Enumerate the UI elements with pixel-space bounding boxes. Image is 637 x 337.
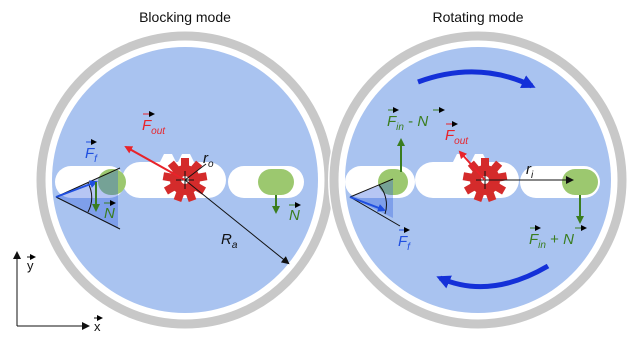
label-f-in-plus-n: Fin + N (529, 225, 587, 251)
label-f-out: Fout (142, 111, 166, 137)
label-n-right: N (289, 202, 301, 224)
cone-edge-top-right (349, 178, 394, 198)
right-pin-right (562, 169, 598, 195)
label-f-out-right: Fout (445, 121, 469, 147)
label-r-o: ro (203, 150, 214, 170)
cone-angle-arc-right (378, 184, 387, 215)
svg-text:Fin - N: Fin - N (387, 113, 428, 133)
y-axis-label: y (27, 258, 34, 273)
label-f-f-right: Ff (398, 227, 411, 253)
f-out-arrow (124, 146, 186, 181)
x-axis-label: x (94, 319, 101, 334)
svg-text:Fout: Fout (142, 117, 166, 137)
f-out-arrow-right (458, 150, 486, 181)
friction-cone (56, 170, 118, 228)
f-f-arrow-right (349, 196, 386, 212)
cone-edge-bottom (55, 196, 121, 230)
label-r-i: ri (526, 161, 534, 181)
left-pin-right (378, 169, 408, 195)
rotation-arrow-top (417, 69, 536, 89)
left-title: Blocking mode (139, 9, 231, 25)
label-n-left: N (104, 200, 116, 222)
r-a-arrow (184, 179, 290, 265)
r-o-line (184, 163, 207, 181)
cone-edge-bottom-right (349, 196, 401, 227)
right-pin (258, 169, 294, 195)
svg-text:Ff: Ff (398, 233, 411, 253)
label-r-a: Ra (221, 231, 238, 251)
rotation-arrow-bottom (436, 263, 550, 290)
label-f-f: Ff (85, 139, 98, 165)
svg-text:N: N (104, 205, 115, 222)
f-f-arrow (55, 180, 98, 198)
left-pin (98, 169, 126, 195)
rotating-mode-diagram: Fin - N Fout ri Ff Fin + N (328, 30, 628, 330)
svg-text:Fout: Fout (445, 127, 469, 147)
blocking-mode-diagram: Fout Ff N N ro Ra (35, 30, 335, 330)
outer-ring-right (329, 31, 627, 329)
label-f-in-minus-n: Fin - N (387, 107, 445, 133)
svg-text:Ff: Ff (85, 145, 98, 165)
svg-text:Fin + N: Fin + N (529, 231, 574, 251)
coordinate-axes: x y (13, 251, 103, 334)
svg-text:N: N (289, 207, 300, 224)
right-title: Rotating mode (432, 9, 523, 25)
